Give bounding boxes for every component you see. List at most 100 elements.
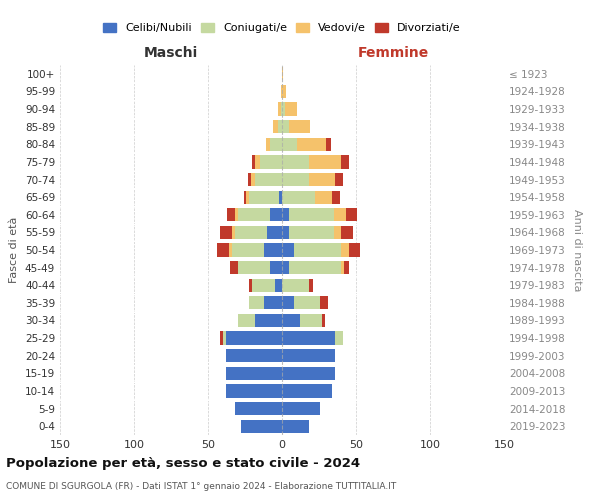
Bar bbox=[226, 384, 282, 398]
Bar bbox=[282, 173, 308, 186]
Bar bbox=[256, 173, 282, 186]
Bar bbox=[260, 156, 282, 168]
Bar bbox=[349, 244, 361, 256]
Bar bbox=[235, 208, 238, 222]
Bar bbox=[241, 420, 282, 433]
Bar bbox=[326, 138, 331, 151]
Bar bbox=[282, 314, 300, 327]
Bar bbox=[251, 173, 256, 186]
Bar bbox=[281, 102, 282, 116]
Bar bbox=[308, 278, 313, 292]
Bar bbox=[250, 190, 279, 204]
Bar bbox=[282, 85, 286, 98]
Bar bbox=[334, 226, 341, 239]
Bar bbox=[282, 138, 297, 151]
Legend: Celibi/Nubili, Coniugati/e, Vedovi/e, Divorziati/e: Celibi/Nubili, Coniugati/e, Vedovi/e, Di… bbox=[99, 19, 465, 38]
Bar bbox=[282, 261, 289, 274]
Bar bbox=[282, 296, 294, 310]
Text: Femmine: Femmine bbox=[358, 46, 428, 60]
Bar bbox=[289, 120, 310, 134]
Bar bbox=[223, 332, 226, 344]
Bar bbox=[282, 156, 308, 168]
Bar bbox=[300, 314, 322, 327]
Bar bbox=[335, 173, 343, 186]
Bar bbox=[264, 244, 282, 256]
Bar bbox=[232, 226, 235, 239]
Bar bbox=[220, 332, 223, 344]
Bar bbox=[270, 261, 282, 274]
Bar bbox=[282, 349, 335, 362]
Bar bbox=[282, 420, 308, 433]
Bar bbox=[230, 261, 238, 274]
Bar bbox=[256, 156, 260, 168]
Bar bbox=[289, 261, 341, 274]
Bar bbox=[334, 208, 346, 222]
Bar bbox=[217, 244, 229, 256]
Bar bbox=[282, 120, 289, 134]
Bar bbox=[273, 120, 278, 134]
Bar bbox=[308, 173, 335, 186]
Bar bbox=[322, 314, 325, 327]
Bar bbox=[235, 402, 282, 415]
Bar bbox=[282, 244, 294, 256]
Bar bbox=[226, 349, 282, 362]
Bar bbox=[238, 261, 270, 274]
Bar bbox=[275, 278, 282, 292]
Bar bbox=[248, 173, 251, 186]
Bar bbox=[282, 208, 289, 222]
Bar bbox=[282, 226, 289, 239]
Bar bbox=[282, 278, 308, 292]
Bar bbox=[264, 296, 282, 310]
Bar bbox=[232, 244, 264, 256]
Bar bbox=[332, 190, 340, 204]
Bar bbox=[244, 190, 247, 204]
Bar bbox=[341, 226, 353, 239]
Bar bbox=[278, 120, 282, 134]
Bar bbox=[282, 67, 283, 80]
Bar bbox=[250, 278, 253, 292]
Bar bbox=[279, 190, 282, 204]
Bar bbox=[282, 366, 335, 380]
Bar bbox=[247, 190, 250, 204]
Text: COMUNE DI SGURGOLA (FR) - Dati ISTAT 1° gennaio 2024 - Elaborazione TUTTITALIA.I: COMUNE DI SGURGOLA (FR) - Dati ISTAT 1° … bbox=[6, 482, 396, 491]
Bar bbox=[344, 261, 349, 274]
Bar bbox=[281, 85, 282, 98]
Text: Popolazione per età, sesso e stato civile - 2024: Popolazione per età, sesso e stato civil… bbox=[6, 458, 360, 470]
Bar bbox=[341, 244, 349, 256]
Bar bbox=[253, 278, 275, 292]
Bar bbox=[320, 296, 328, 310]
Bar bbox=[238, 314, 256, 327]
Bar bbox=[250, 296, 264, 310]
Bar bbox=[297, 138, 326, 151]
Bar bbox=[282, 332, 335, 344]
Bar bbox=[238, 208, 270, 222]
Bar bbox=[282, 102, 285, 116]
Bar bbox=[341, 156, 349, 168]
Bar bbox=[267, 226, 282, 239]
Bar bbox=[346, 208, 358, 222]
Bar bbox=[266, 138, 270, 151]
Bar bbox=[282, 402, 320, 415]
Bar bbox=[270, 208, 282, 222]
Bar bbox=[289, 208, 334, 222]
Bar bbox=[282, 384, 332, 398]
Bar bbox=[256, 314, 282, 327]
Bar bbox=[235, 226, 267, 239]
Bar bbox=[270, 138, 282, 151]
Y-axis label: Fasce di età: Fasce di età bbox=[10, 217, 19, 283]
Bar bbox=[294, 244, 341, 256]
Bar bbox=[294, 296, 320, 310]
Bar bbox=[220, 226, 232, 239]
Bar bbox=[253, 156, 256, 168]
Bar bbox=[282, 190, 314, 204]
Bar bbox=[335, 332, 343, 344]
Text: Maschi: Maschi bbox=[144, 46, 198, 60]
Bar bbox=[341, 261, 344, 274]
Bar bbox=[226, 332, 282, 344]
Bar bbox=[308, 156, 341, 168]
Bar bbox=[226, 366, 282, 380]
Bar bbox=[278, 102, 281, 116]
Bar bbox=[285, 102, 297, 116]
Bar bbox=[229, 244, 232, 256]
Bar bbox=[289, 226, 334, 239]
